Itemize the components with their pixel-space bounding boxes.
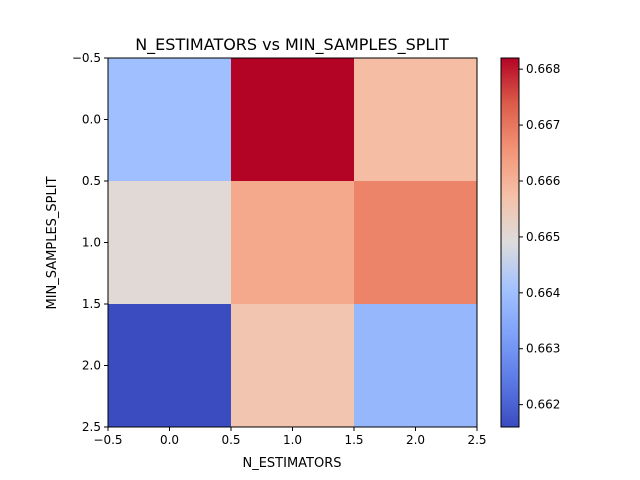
- x-tick-label: 1.5: [344, 433, 363, 447]
- colorbar-axis: 0.662 0.663 0.664 0.665 0.666 0.667 0.668: [519, 62, 560, 412]
- y-tick-label: 2.0: [82, 359, 101, 373]
- chart-title: N_ESTIMATORS vs MIN_SAMPLES_SPLIT: [135, 35, 449, 55]
- x-axis: −0.5 0.0 0.5 1.0 1.5 2.0 2.5: [93, 427, 487, 447]
- colorbar-tick-label: 0.664: [526, 286, 560, 300]
- x-tick-label: 0.0: [160, 433, 179, 447]
- heatmap-cell-0-2: [354, 58, 477, 181]
- y-tick-label: 0.5: [82, 174, 101, 188]
- y-tick-label: 1.5: [82, 297, 101, 311]
- colorbar-tick-label: 0.663: [526, 342, 560, 356]
- x-tick-label: −0.5: [93, 433, 122, 447]
- heatmap-cells: [108, 58, 477, 427]
- heatmap-cell-1-1: [231, 181, 354, 304]
- x-axis-label: N_ESTIMATORS: [242, 456, 341, 471]
- heatmap-cell-2-2: [354, 304, 477, 427]
- heatmap-cell-2-0: [108, 304, 231, 427]
- x-tick-label: 1.0: [283, 433, 302, 447]
- heatmap-cell-2-1: [231, 304, 354, 427]
- x-tick-label: 2.5: [467, 433, 486, 447]
- colorbar-tick-label: 0.667: [526, 118, 560, 132]
- y-tick-label: 0.0: [82, 113, 101, 127]
- colorbar-tick-label: 0.668: [526, 62, 560, 76]
- heatmap-cell-1-0: [108, 181, 231, 304]
- colorbar-tick-label: 0.666: [526, 174, 560, 188]
- colorbar-tick-label: 0.662: [526, 398, 560, 412]
- y-tick-label: 1.0: [82, 236, 101, 250]
- y-tick-label: −0.5: [72, 51, 101, 65]
- y-tick-label: 2.5: [82, 420, 101, 434]
- heatmap-cell-1-2: [354, 181, 477, 304]
- colorbar-tick-label: 0.665: [526, 230, 560, 244]
- colorbar: [500, 57, 520, 428]
- y-axis-label: MIN_SAMPLES_SPLIT: [45, 176, 60, 309]
- x-tick-label: 2.0: [406, 433, 425, 447]
- y-axis: −0.5 0.0 0.5 1.0 1.5 2.0 2.5: [72, 51, 108, 434]
- heatmap-cell-0-0: [108, 58, 231, 181]
- x-tick-label: 0.5: [221, 433, 240, 447]
- heatmap-cell-0-1: [231, 58, 354, 181]
